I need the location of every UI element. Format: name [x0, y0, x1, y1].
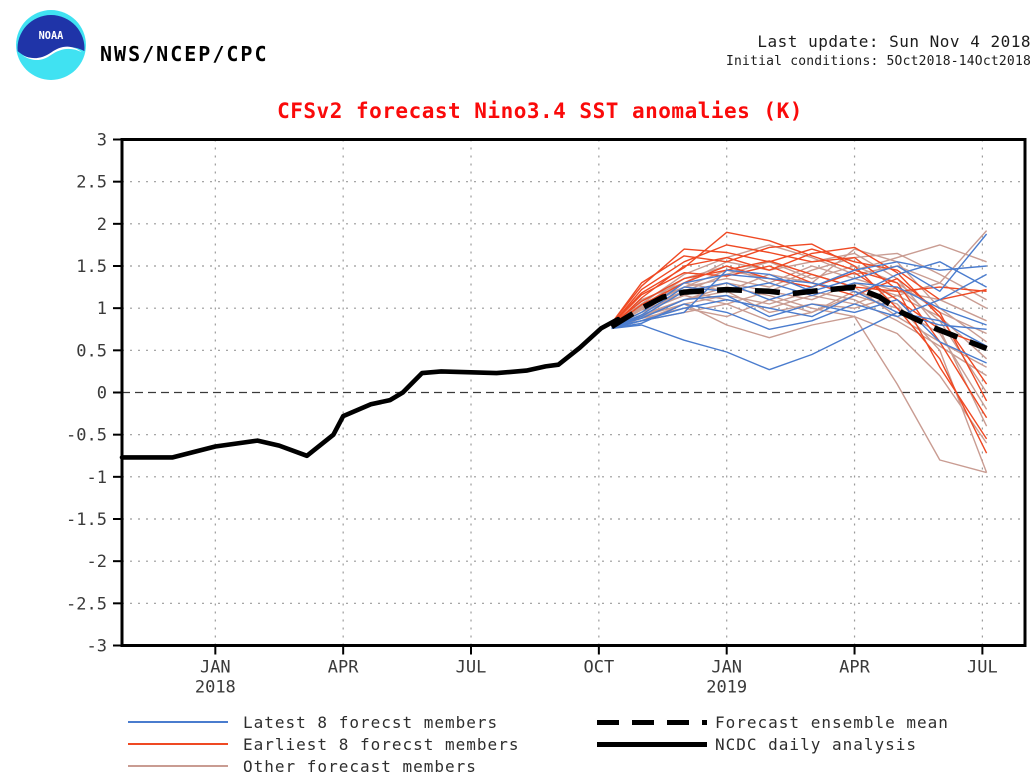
noaa-logo: NOAA — [16, 10, 86, 80]
legend-label: NCDC daily analysis — [715, 734, 918, 754]
logo-text: NOAA — [39, 30, 65, 42]
latest-member-line — [611, 311, 987, 371]
x-year-label: 2019 — [706, 678, 747, 698]
latest-member-line — [611, 273, 987, 330]
initial-conditions-text: Initial conditions: 5Oct2018-14Oct2018 — [725, 54, 1031, 69]
legend-item-earliest-members: Earliest 8 forecst members — [128, 733, 519, 755]
x-tick-label: OCT — [583, 658, 614, 678]
ensemble-mean-line-swatch — [597, 719, 707, 725]
y-tick-label: 2 — [97, 215, 107, 235]
y-tick-label: -2 — [87, 552, 107, 572]
earliest-member-line — [611, 231, 988, 419]
legend-label: Forecast ensemble mean — [715, 712, 949, 732]
legend-label: Other forecast members — [243, 756, 477, 776]
legend-item-ncdc-analysis: NCDC daily analysis — [597, 733, 949, 755]
other-member-line — [611, 230, 988, 326]
other-member-line — [611, 303, 987, 474]
y-tick-label: 0.5 — [76, 341, 107, 361]
update-block: Last update: Sun Nov 4 2018 Initial cond… — [726, 32, 1031, 69]
legend-right-column: Forecast ensemble mean NCDC daily analys… — [597, 711, 949, 755]
latest-member-line — [611, 261, 987, 330]
y-tick-label: 0 — [97, 384, 107, 404]
other-members-line-swatch — [128, 765, 228, 767]
legend-left-column: Latest 8 forecst members Earliest 8 fore… — [128, 711, 519, 777]
earliest-member-line — [611, 260, 987, 326]
y-tick-label: -0.5 — [66, 426, 107, 446]
y-tick-label: 3 — [97, 131, 107, 151]
legend-item-latest-members: Latest 8 forecst members — [128, 711, 519, 733]
y-tick-label: -2.5 — [66, 594, 107, 614]
earliest-member-line — [611, 265, 988, 402]
x-year-label: 2018 — [195, 678, 236, 698]
earliest-members-line-swatch — [128, 743, 228, 745]
earliest-member-line — [611, 244, 988, 440]
y-tick-label: 1 — [97, 299, 107, 319]
legend-label: Latest 8 forecst members — [243, 712, 499, 732]
y-tick-label: 2.5 — [76, 173, 107, 193]
x-tick-label: JAN — [711, 658, 742, 678]
logo-sky-dome — [17, 15, 85, 60]
chart-svg: 32.521.510.50-0.5-1-1.5-2-2.5-3JAN2018AP… — [66, 131, 1027, 698]
legend-label: Earliest 8 forecst members — [243, 734, 520, 754]
legend-item-ensemble-mean: Forecast ensemble mean — [597, 711, 949, 733]
latest-member-line — [611, 233, 988, 328]
latest-member-line — [611, 261, 987, 328]
other-member-line — [611, 286, 988, 444]
y-tick-label: 1.5 — [76, 257, 107, 277]
x-tick-label: JUL — [456, 658, 487, 678]
y-tick-label: -3 — [87, 637, 107, 657]
y-tick-label: -1 — [87, 468, 107, 488]
ncdc-analysis-line-swatch — [597, 741, 707, 747]
last-update-text: Last update: Sun Nov 4 2018 — [757, 32, 1031, 51]
ensemble-mean-line — [610, 284, 988, 352]
logo-seagull-icon — [22, 46, 82, 61]
x-tick-label: JAN — [200, 658, 231, 678]
agency-name: NWS/NCEP/CPC — [100, 42, 269, 66]
x-tick-label: APR — [839, 658, 870, 678]
latest-member-line — [611, 282, 987, 328]
chart-title: CFSv2 forecast Nino3.4 SST anomalies (K) — [277, 99, 803, 123]
x-tick-label: APR — [328, 658, 359, 678]
x-tick-label: JUL — [967, 658, 998, 678]
y-tick-label: -1.5 — [66, 510, 107, 530]
earliest-member-line — [611, 243, 988, 454]
latest-members-line-swatch — [128, 721, 228, 723]
legend-item-other-members: Other forecast members — [128, 755, 519, 777]
earliest-member-line — [611, 248, 987, 324]
observed-line — [119, 316, 621, 460]
